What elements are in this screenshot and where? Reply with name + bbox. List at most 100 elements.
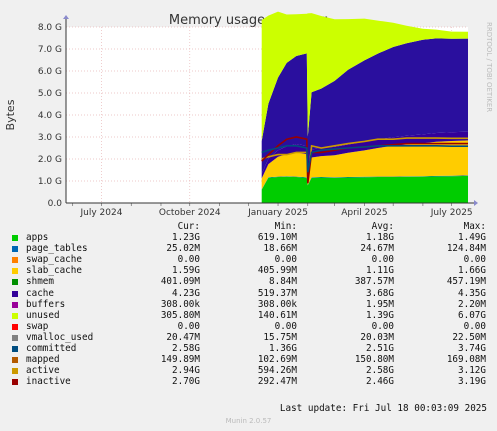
last-update: Last update: Fri Jul 18 00:03:09 2025 <box>279 403 487 414</box>
legend-avg: 1.95M <box>366 298 394 310</box>
legend-max: 1.49G <box>458 232 486 244</box>
legend-swatch <box>12 257 18 264</box>
legend-name: swap <box>26 320 49 332</box>
y-tick-label: 2.0 G <box>38 155 62 165</box>
legend-swatch <box>12 290 18 297</box>
legend-name: slab_cache <box>26 265 82 277</box>
legend-avg: 20.03M <box>360 331 394 343</box>
legend-avg: 2.51G <box>366 343 394 355</box>
area-slab-cache <box>261 140 468 190</box>
legend-avg: 0.00 <box>371 320 394 332</box>
legend-cur: 4.23G <box>172 287 200 299</box>
y-tick-label: 5.0 G <box>38 89 62 99</box>
area-unused <box>261 11 468 141</box>
y-tick-label: 7.0 G <box>38 45 62 55</box>
legend-max: 2.20M <box>458 298 486 310</box>
legend-min: 140.61M <box>257 309 297 321</box>
legend-row-unused: unused 305.80M 140.61M 1.39G 6.07G <box>12 310 490 321</box>
legend-swatch <box>12 368 18 375</box>
legend-cur: 0.00 <box>177 320 200 332</box>
legend-cur: 401.09M <box>160 276 200 288</box>
legend-avg: 1.39G <box>366 309 394 321</box>
legend-header: Cur: Min: Avg: Max: <box>12 221 490 232</box>
legend-swatch <box>12 357 18 364</box>
legend-header-avg: Avg: <box>371 221 394 232</box>
legend-swatch <box>12 279 18 286</box>
x-tick-label: July 2024 <box>80 208 123 218</box>
legend-min: 405.99M <box>257 265 297 277</box>
legend-max: 169.08M <box>446 354 486 366</box>
line-active <box>261 137 468 182</box>
y-tick-label: 1.0 G <box>38 177 62 187</box>
legend-min: 619.10M <box>257 232 297 244</box>
x-tick-label: October 2024 <box>159 208 221 218</box>
x-tick-label: January 2025 <box>247 208 308 218</box>
legend-max: 0.00 <box>463 254 486 266</box>
memory-chart: Memory usage - by year Bytes RRDTOOL / T… <box>4 11 493 218</box>
legend-cur: 149.89M <box>160 354 200 366</box>
legend-swatch <box>12 246 18 253</box>
legend-row-mapped: mapped 149.89M 102.69M 150.80M 169.08M <box>12 354 490 365</box>
legend-avg: 1.18G <box>366 232 394 244</box>
legend-min: 0.00 <box>274 320 297 332</box>
x-tick-label: July 2025 <box>430 208 473 218</box>
legend-cur: 2.70G <box>172 376 200 388</box>
y-axis-arrow <box>63 15 69 19</box>
munin-version: Munin 2.0.57 <box>225 417 272 425</box>
legend-min: 594.26M <box>257 365 297 377</box>
legend-max: 6.07G <box>458 309 486 321</box>
legend-row-swap-cache: swap_cache 0.00 0.00 0.00 0.00 <box>12 254 490 265</box>
legend-swatch <box>12 323 18 330</box>
legend-name: swap_cache <box>26 254 82 266</box>
line-committed <box>261 145 468 173</box>
legend-min: 18.66M <box>263 243 297 255</box>
legend-header-min: Min: <box>274 221 297 232</box>
area-apps <box>261 175 468 203</box>
legend-cur: 0.00 <box>177 254 200 266</box>
legend-min: 8.84M <box>269 276 297 288</box>
legend-name: inactive <box>26 376 71 388</box>
x-tick-label: April 2025 <box>341 208 387 218</box>
legend-max: 4.35G <box>458 287 486 299</box>
legend-avg: 1.11G <box>366 265 394 277</box>
legend-cur: 25.02M <box>166 243 200 255</box>
legend-swatch <box>12 346 18 353</box>
y-tick-label: 6.0 G <box>38 67 62 77</box>
legend-cur: 1.23G <box>172 232 200 244</box>
legend-name: active <box>26 365 60 377</box>
legend-cur: 1.59G <box>172 265 200 277</box>
legend-row-active: active 2.94G 594.26M 2.58G 3.12G <box>12 365 490 376</box>
legend-avg: 2.58G <box>366 365 394 377</box>
legend-row-buffers: buffers 308.00k 308.00k 1.95M 2.20M <box>12 299 490 310</box>
y-tick-label: 4.0 G <box>38 111 62 121</box>
legend-header-cur: Cur: <box>177 221 200 232</box>
legend: Cur: Min: Avg: Max: apps 1.23G 619.10M 1.18… <box>12 221 490 387</box>
legend-avg: 3.68G <box>366 287 394 299</box>
legend-max: 0.00 <box>463 320 486 332</box>
legend-swatch <box>12 268 18 275</box>
legend-min: 519.37M <box>257 287 297 299</box>
legend-max: 124.84M <box>446 243 486 255</box>
legend-row-page-tables: page_tables 25.02M 18.66M 24.67M 124.84M <box>12 243 490 254</box>
legend-name: unused <box>26 309 60 321</box>
legend-max: 3.12G <box>458 365 486 377</box>
legend-cur: 20.47M <box>166 331 200 343</box>
legend-max: 3.74G <box>458 343 486 355</box>
legend-min: 308.00k <box>257 298 297 310</box>
legend-name: committed <box>26 343 77 355</box>
legend-cur: 2.58G <box>172 343 200 355</box>
legend-row-swap: swap 0.00 0.00 0.00 0.00 <box>12 321 490 332</box>
legend-swatch <box>12 301 18 308</box>
legend-swatch <box>12 379 18 386</box>
legend-swatch <box>12 312 18 319</box>
legend-min: 0.00 <box>274 254 297 266</box>
legend-name: buffers <box>26 298 66 310</box>
x-axis-arrow <box>474 200 478 206</box>
legend-row-shmem: shmem 401.09M 8.84M 387.57M 457.19M <box>12 276 490 287</box>
legend-min: 292.47M <box>257 376 297 388</box>
legend-cur: 305.80M <box>160 309 200 321</box>
legend-name: cache <box>26 287 54 299</box>
legend-min: 15.75M <box>263 331 297 343</box>
legend-name: apps <box>26 232 49 244</box>
legend-row-slab-cache: slab_cache 1.59G 405.99M 1.11G 1.66G <box>12 265 490 276</box>
